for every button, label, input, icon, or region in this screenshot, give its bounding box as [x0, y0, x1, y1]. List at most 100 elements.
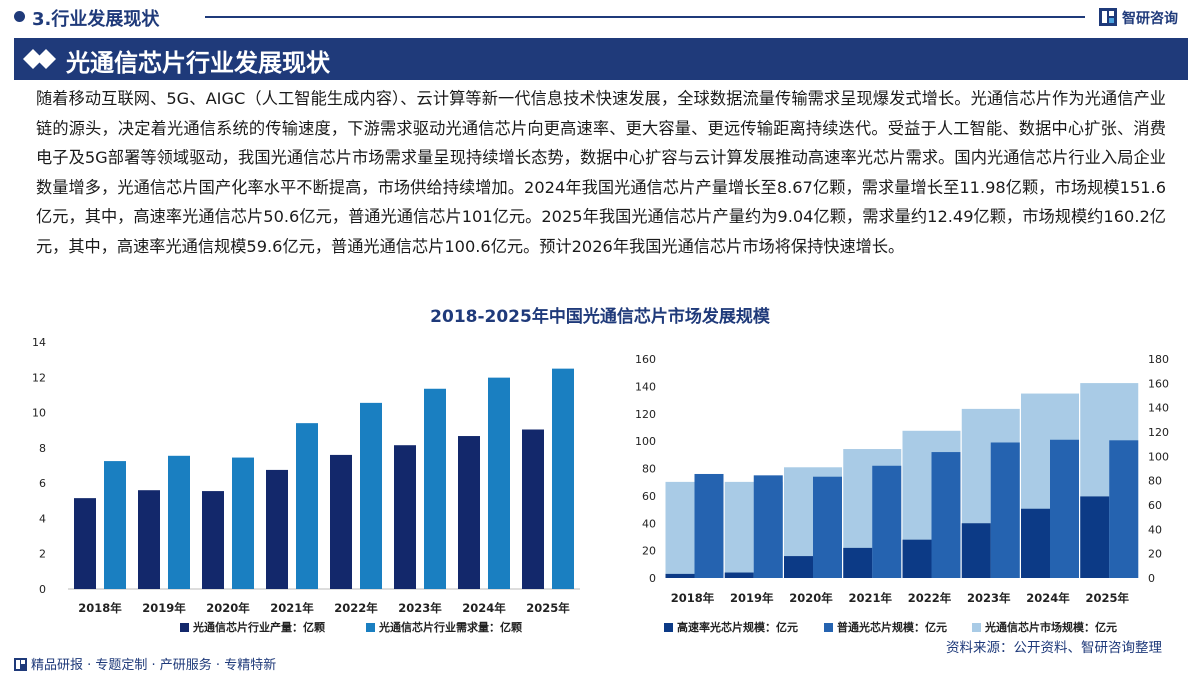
x-tick-label: 2023年 [967, 591, 1011, 605]
bar-high-speed [1021, 508, 1050, 578]
x-tick-label: 2018年 [671, 591, 715, 605]
y-right-tick-label: 160 [1148, 377, 1169, 390]
y-left-tick-label: 100 [635, 435, 656, 448]
y-left-tick-label: 20 [642, 545, 656, 558]
bar-high-speed [665, 573, 695, 578]
y-left-tick-label: 60 [642, 490, 656, 503]
y-right-tick-label: 0 [1148, 572, 1155, 585]
bar-ordinary [990, 442, 1020, 578]
legend-label: 高速率光芯片规模：亿元 [677, 620, 798, 634]
y-tick-label: 0 [39, 583, 46, 596]
bar-demand [296, 423, 318, 589]
bar-demand [360, 402, 382, 589]
header-divider [205, 16, 1085, 18]
y-tick-label: 6 [39, 477, 46, 490]
legend-label: 普通光芯片规模：亿元 [837, 620, 947, 634]
x-tick-label: 2024年 [1026, 591, 1070, 605]
legend-swatch [366, 623, 375, 632]
x-tick-label: 2018年 [78, 601, 122, 615]
title-banner: 光通信芯片行业发展现状 [14, 38, 1188, 80]
bar-production [138, 490, 160, 589]
bar-ordinary [813, 476, 842, 578]
bar-ordinary [694, 473, 724, 578]
y-tick-label: 14 [32, 336, 46, 349]
production-demand-chart: 0 2 4 6 8 10 12 14 2018年 2019年 2020年 2021年 2022年 2023… [32, 336, 580, 634]
market-size-chart: 0 20 40 60 80 100 120 140 160 0 20 40 60 80 100 120 140 1… [635, 353, 1169, 634]
y-right-tick-label: 80 [1148, 475, 1162, 488]
y-right-tick-label: 100 [1148, 450, 1169, 463]
bar-production [522, 429, 544, 589]
y-left-tick-label: 0 [649, 572, 656, 585]
chart-title: 2018-2025年中国光通信芯片市场发展规模 [430, 307, 770, 327]
bar-high-speed [724, 572, 754, 578]
bar-demand [552, 368, 574, 589]
brand-name: 智研咨询 [1122, 11, 1178, 27]
bar-ordinary [931, 452, 961, 578]
x-tick-label: 2020年 [206, 601, 250, 615]
bar-production [394, 445, 416, 589]
legend-swatch [664, 623, 673, 632]
bar-high-speed [784, 556, 813, 578]
bar-production [74, 498, 96, 589]
y-right-tick-label: 60 [1148, 499, 1162, 512]
legend-label: 光通信芯片行业需求量：亿颗 [378, 620, 522, 634]
bullet-dot-icon [14, 11, 25, 22]
bar-demand [232, 457, 254, 589]
data-source: 资料来源：公开资料、智研咨询整理 [946, 640, 1162, 656]
brand-logo-icon [1099, 8, 1117, 26]
legend-swatch [180, 623, 189, 632]
bar-production [266, 469, 288, 589]
bar-ordinary [872, 465, 902, 578]
bar-high-speed [843, 547, 873, 578]
y-left-tick-label: 140 [635, 380, 656, 393]
y-right-tick-label: 140 [1148, 402, 1169, 415]
legend-label: 光通信芯片市场规模：亿元 [984, 620, 1117, 634]
bar-production [330, 454, 352, 589]
bar-demand [104, 461, 126, 589]
legend-swatch [824, 623, 833, 632]
y-right-tick-label: 180 [1148, 353, 1169, 366]
x-tick-label: 2022年 [334, 601, 378, 615]
diamond-icon [23, 49, 56, 69]
y-tick-label: 10 [32, 407, 46, 420]
y-left-tick-label: 40 [642, 517, 656, 530]
bar-high-speed [961, 523, 991, 578]
bar-demand [424, 388, 446, 589]
bar-ordinary [1050, 439, 1079, 578]
bar-demand [488, 377, 510, 589]
bar-production [458, 436, 480, 589]
x-tick-label: 2024年 [462, 601, 506, 615]
legend-swatch [972, 623, 981, 632]
bar-demand [168, 455, 190, 589]
bar-ordinary [753, 475, 783, 578]
x-tick-label: 2019年 [730, 591, 774, 605]
y-tick-label: 12 [32, 371, 46, 384]
x-tick-label: 2020年 [789, 591, 833, 605]
banner-title: 光通信芯片行业发展现状 [66, 49, 330, 77]
brand-logo: 智研咨询 [1098, 6, 1198, 28]
x-tick-label: 2023年 [398, 601, 442, 615]
x-tick-label: 2022年 [908, 591, 952, 605]
top-bar: 3.行业发展现状 智研咨询 [0, 0, 1200, 36]
y-left-tick-label: 120 [635, 408, 656, 421]
bar-high-speed [1080, 496, 1110, 578]
x-tick-label: 2021年 [848, 591, 892, 605]
x-tick-label: 2019年 [142, 601, 186, 615]
y-right-tick-label: 20 [1148, 548, 1162, 561]
x-tick-label: 2025年 [1085, 591, 1129, 605]
x-tick-label: 2021年 [270, 601, 314, 615]
bar-high-speed [902, 539, 932, 578]
y-right-tick-label: 40 [1148, 523, 1162, 536]
brand-small-icon [14, 658, 27, 671]
bar-production [202, 491, 224, 589]
intro-paragraph: 随着移动互联网、5G、AIGC（人工智能生成内容）、云计算等新一代信息技术快速发… [36, 89, 1166, 256]
footer-services: 精品研报 · 专题定制 · 产研服务 · 专精特新 [14, 654, 276, 673]
legend-label: 光通信芯片行业产量：亿颗 [192, 620, 325, 634]
y-tick-label: 4 [39, 512, 46, 525]
y-tick-label: 2 [39, 548, 46, 561]
footer-services-text: 精品研报 · 专题定制 · 产研服务 · 专精特新 [31, 658, 277, 673]
y-left-tick-label: 80 [642, 463, 656, 476]
y-tick-label: 8 [39, 442, 46, 455]
bar-ordinary [1109, 440, 1139, 578]
x-tick-label: 2025年 [526, 601, 570, 615]
